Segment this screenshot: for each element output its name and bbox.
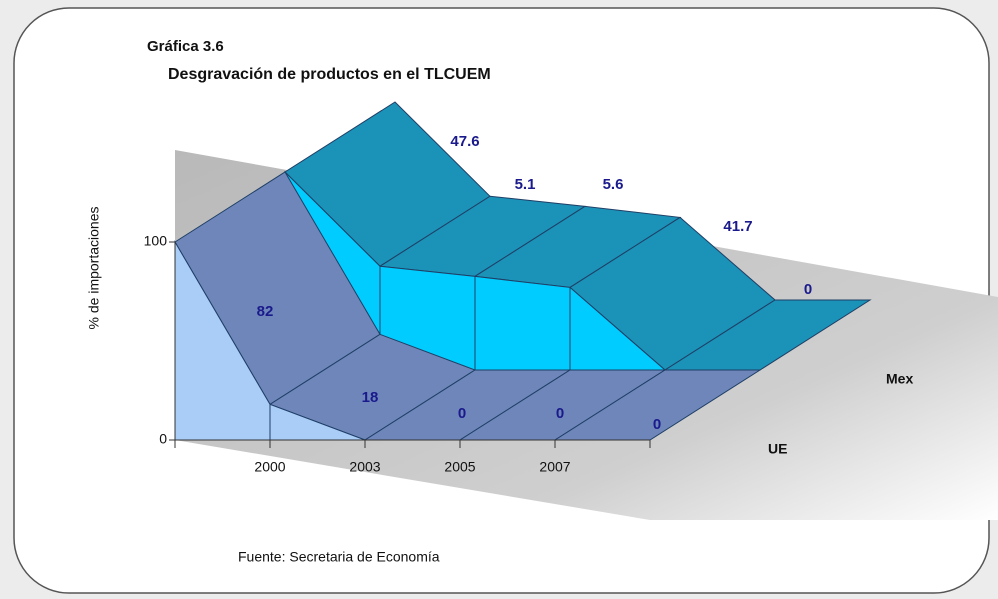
data-label: 0 bbox=[556, 405, 564, 422]
data-label: 41.7 bbox=[723, 218, 752, 235]
data-label: 0 bbox=[653, 416, 661, 433]
series-label: UE bbox=[768, 441, 787, 457]
chart-title: Gráfica 3.6 bbox=[147, 38, 224, 55]
data-label: 47.6 bbox=[450, 133, 479, 150]
data-label: 82 bbox=[257, 303, 274, 320]
source: Fuente: Secretaria de Economía bbox=[238, 549, 440, 565]
x-tick-label: 2000 bbox=[254, 459, 285, 475]
data-label: 5.1 bbox=[515, 176, 536, 193]
y-tick-label: 0 bbox=[159, 431, 167, 447]
x-tick-label: 2007 bbox=[539, 459, 570, 475]
x-tick-label: 2003 bbox=[349, 459, 380, 475]
data-label: 0 bbox=[458, 405, 466, 422]
y-tick-label: 100 bbox=[144, 233, 168, 249]
chart-subtitle: Desgravación de productos en el TLCUEM bbox=[168, 66, 491, 83]
data-label: 5.6 bbox=[603, 176, 624, 193]
series-label: Mex bbox=[886, 371, 913, 387]
data-label: 18 bbox=[362, 389, 379, 406]
y-axis-label: % de importaciones bbox=[86, 207, 102, 330]
x-tick-label: 2005 bbox=[444, 459, 475, 475]
data-label: 0 bbox=[804, 281, 812, 298]
